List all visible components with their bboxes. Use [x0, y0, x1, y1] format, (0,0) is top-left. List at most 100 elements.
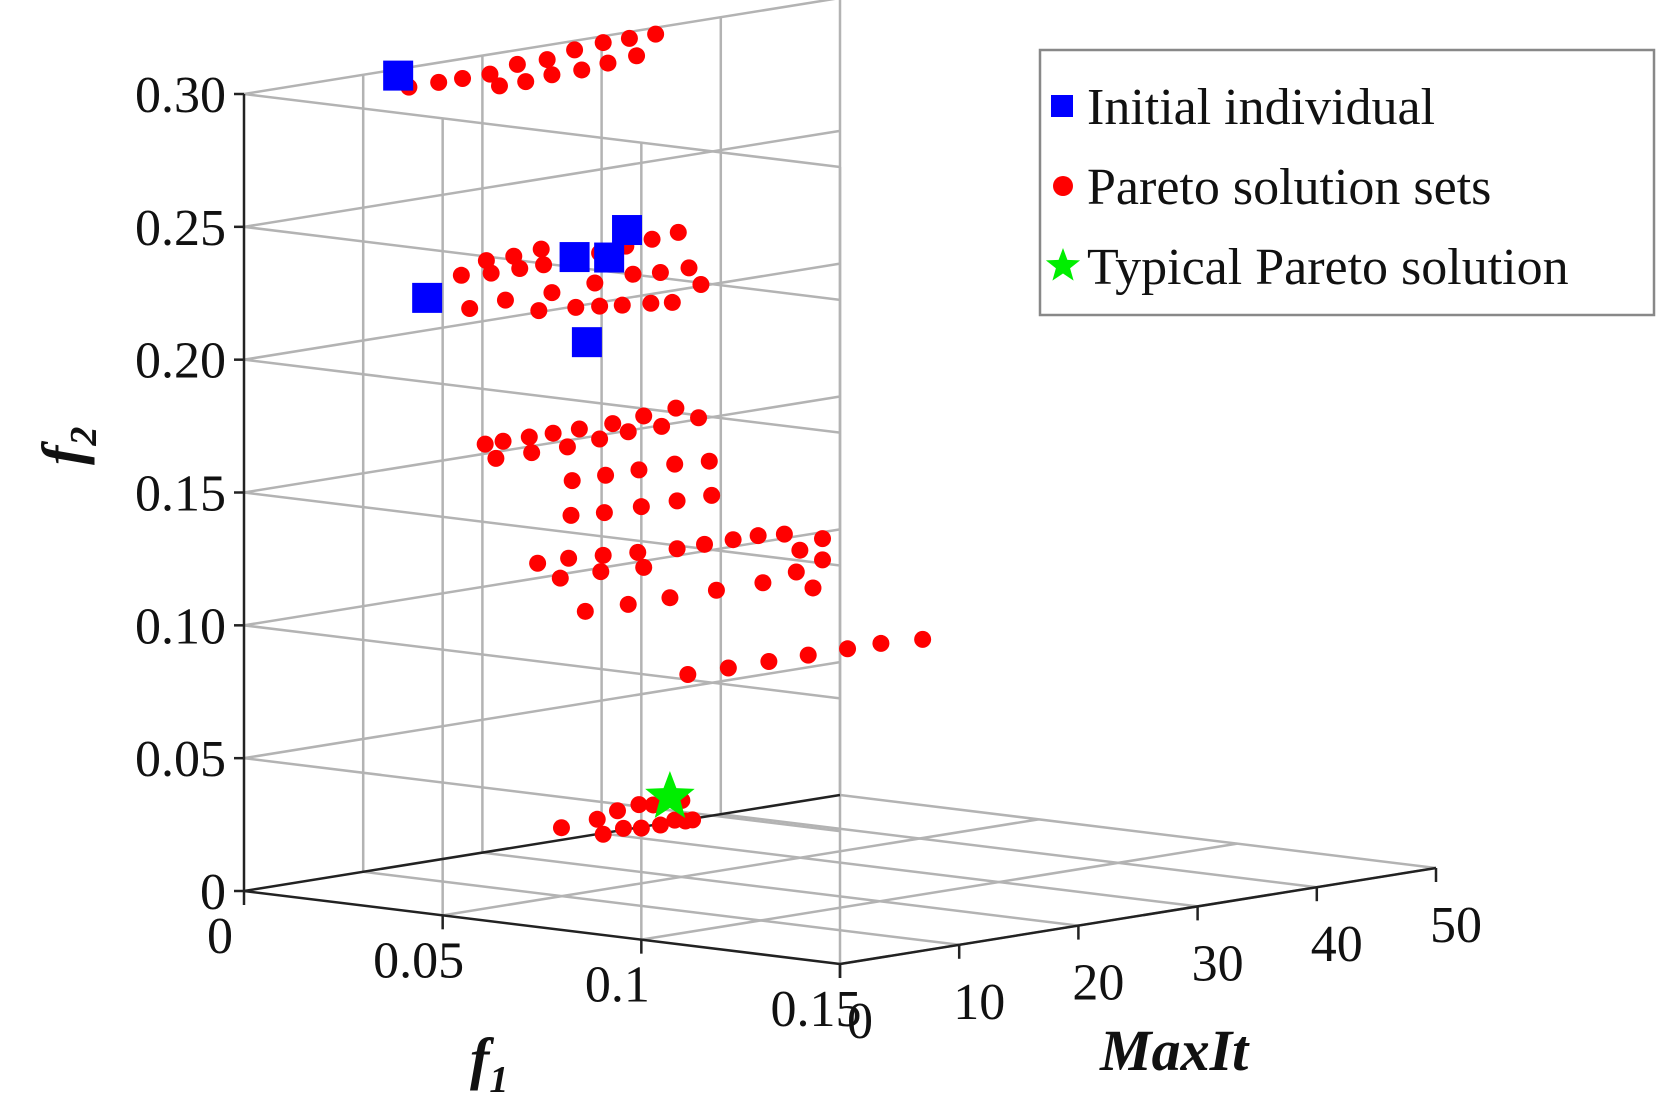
series-star — [645, 771, 695, 818]
pareto-point — [430, 73, 448, 91]
pareto-point — [477, 252, 495, 270]
pareto-point — [630, 796, 648, 814]
gridline-z-side — [243, 395, 841, 494]
grid-lines — [243, 0, 1437, 966]
pareto-point — [814, 530, 832, 548]
gridline-z-side — [243, 129, 841, 229]
pareto-point — [594, 546, 612, 564]
pareto-point — [608, 802, 626, 820]
gridline-z-back — [243, 756, 841, 833]
pareto-point — [599, 54, 617, 72]
gridline-z-back — [243, 491, 841, 567]
pareto-point — [562, 506, 580, 524]
pareto-point — [543, 66, 561, 84]
pareto-point — [749, 527, 767, 545]
pareto-point — [592, 563, 610, 581]
gridline-y-floor — [720, 812, 1317, 889]
pareto-point — [544, 424, 562, 442]
pareto-point — [839, 640, 857, 658]
axes — [234, 92, 1438, 978]
pareto-point — [814, 551, 832, 569]
legend: Initial individual Pareto solution sets Ty… — [1038, 48, 1656, 317]
pareto-point — [591, 297, 609, 315]
pareto-point — [635, 407, 653, 425]
pareto-point — [643, 230, 661, 248]
pareto-point — [667, 399, 685, 417]
gridline-x-floor — [442, 818, 1039, 917]
pareto-point — [653, 417, 671, 435]
pareto-point — [651, 816, 669, 834]
pareto-point — [684, 811, 702, 829]
x-tick-label: 0.05 — [373, 932, 464, 989]
pareto-point — [668, 492, 686, 510]
pareto-point — [760, 652, 778, 670]
pareto-point — [787, 563, 805, 581]
gridline-z-side — [243, 528, 841, 627]
pareto-point — [490, 77, 508, 95]
x-tick-label: 0 — [207, 908, 233, 965]
pareto-point — [613, 296, 631, 314]
gridline-z-back — [243, 92, 841, 169]
axis-labels: f1 MaxIt f2 — [30, 427, 1250, 1101]
z-tick-label: 0.30 — [135, 67, 226, 124]
initial-individual-point — [571, 327, 602, 358]
pareto-point — [461, 300, 479, 318]
legend-entry-label: Pareto solution sets — [1087, 159, 1491, 216]
x-axis-line — [243, 889, 841, 966]
legend-entry-label: Initial individual — [1087, 79, 1435, 136]
gridline-y-floor — [482, 851, 1079, 927]
pareto-point — [586, 274, 604, 292]
y-tick-label: 30 — [1192, 935, 1244, 992]
pareto-point — [642, 294, 660, 312]
pareto-point — [647, 25, 665, 43]
z-tick-label: 0.15 — [135, 466, 226, 523]
pareto-point — [591, 430, 609, 448]
pareto-point — [619, 595, 637, 613]
pareto-point — [532, 240, 550, 258]
legend-star-icon — [1045, 248, 1081, 281]
pareto-point — [487, 449, 505, 467]
floor-back-edge — [243, 793, 841, 893]
x-tick-label: 0.15 — [771, 981, 862, 1038]
pareto-point — [560, 549, 578, 567]
pareto-point — [632, 819, 650, 837]
pareto-point — [594, 34, 612, 52]
pareto-point — [632, 498, 650, 516]
z-tick-label: 0.20 — [135, 333, 226, 390]
pareto-point — [620, 29, 638, 47]
pareto-point — [567, 298, 585, 316]
legend-square-icon — [1051, 95, 1073, 117]
tick-labels: 00.050.100.150.200.250.300 0.05 0.1 0.150 10… — [135, 67, 1482, 1050]
pareto-point — [679, 666, 697, 684]
pareto-point — [668, 540, 686, 558]
pareto-point — [576, 602, 594, 620]
initial-individual-point — [594, 242, 625, 273]
gridline-z-side — [243, 660, 841, 760]
pareto-point — [543, 284, 561, 302]
gridline-y-floor — [363, 870, 960, 947]
pareto-point — [538, 51, 556, 69]
x-axis-label-subscript: 1 — [489, 1059, 508, 1101]
pareto-point — [508, 55, 526, 73]
pareto-point — [452, 266, 470, 284]
pareto-point — [558, 438, 576, 456]
pareto-point — [597, 466, 615, 484]
series-square — [383, 60, 643, 358]
pareto-point — [594, 825, 612, 843]
pareto-point — [775, 525, 793, 543]
y-tick-label: 0 — [847, 993, 873, 1050]
initial-individual-point — [559, 242, 590, 273]
pareto-point — [595, 504, 613, 522]
z-tick-label: 0.25 — [135, 200, 226, 257]
initial-individual-point — [383, 60, 414, 91]
pareto-point — [724, 531, 742, 549]
pareto-point — [629, 543, 647, 561]
pareto-point — [552, 819, 570, 837]
pareto-point — [663, 293, 681, 311]
pareto-point — [614, 819, 632, 837]
pareto-point — [535, 256, 553, 274]
pareto-point — [454, 70, 472, 88]
typical-pareto-point — [645, 771, 695, 818]
